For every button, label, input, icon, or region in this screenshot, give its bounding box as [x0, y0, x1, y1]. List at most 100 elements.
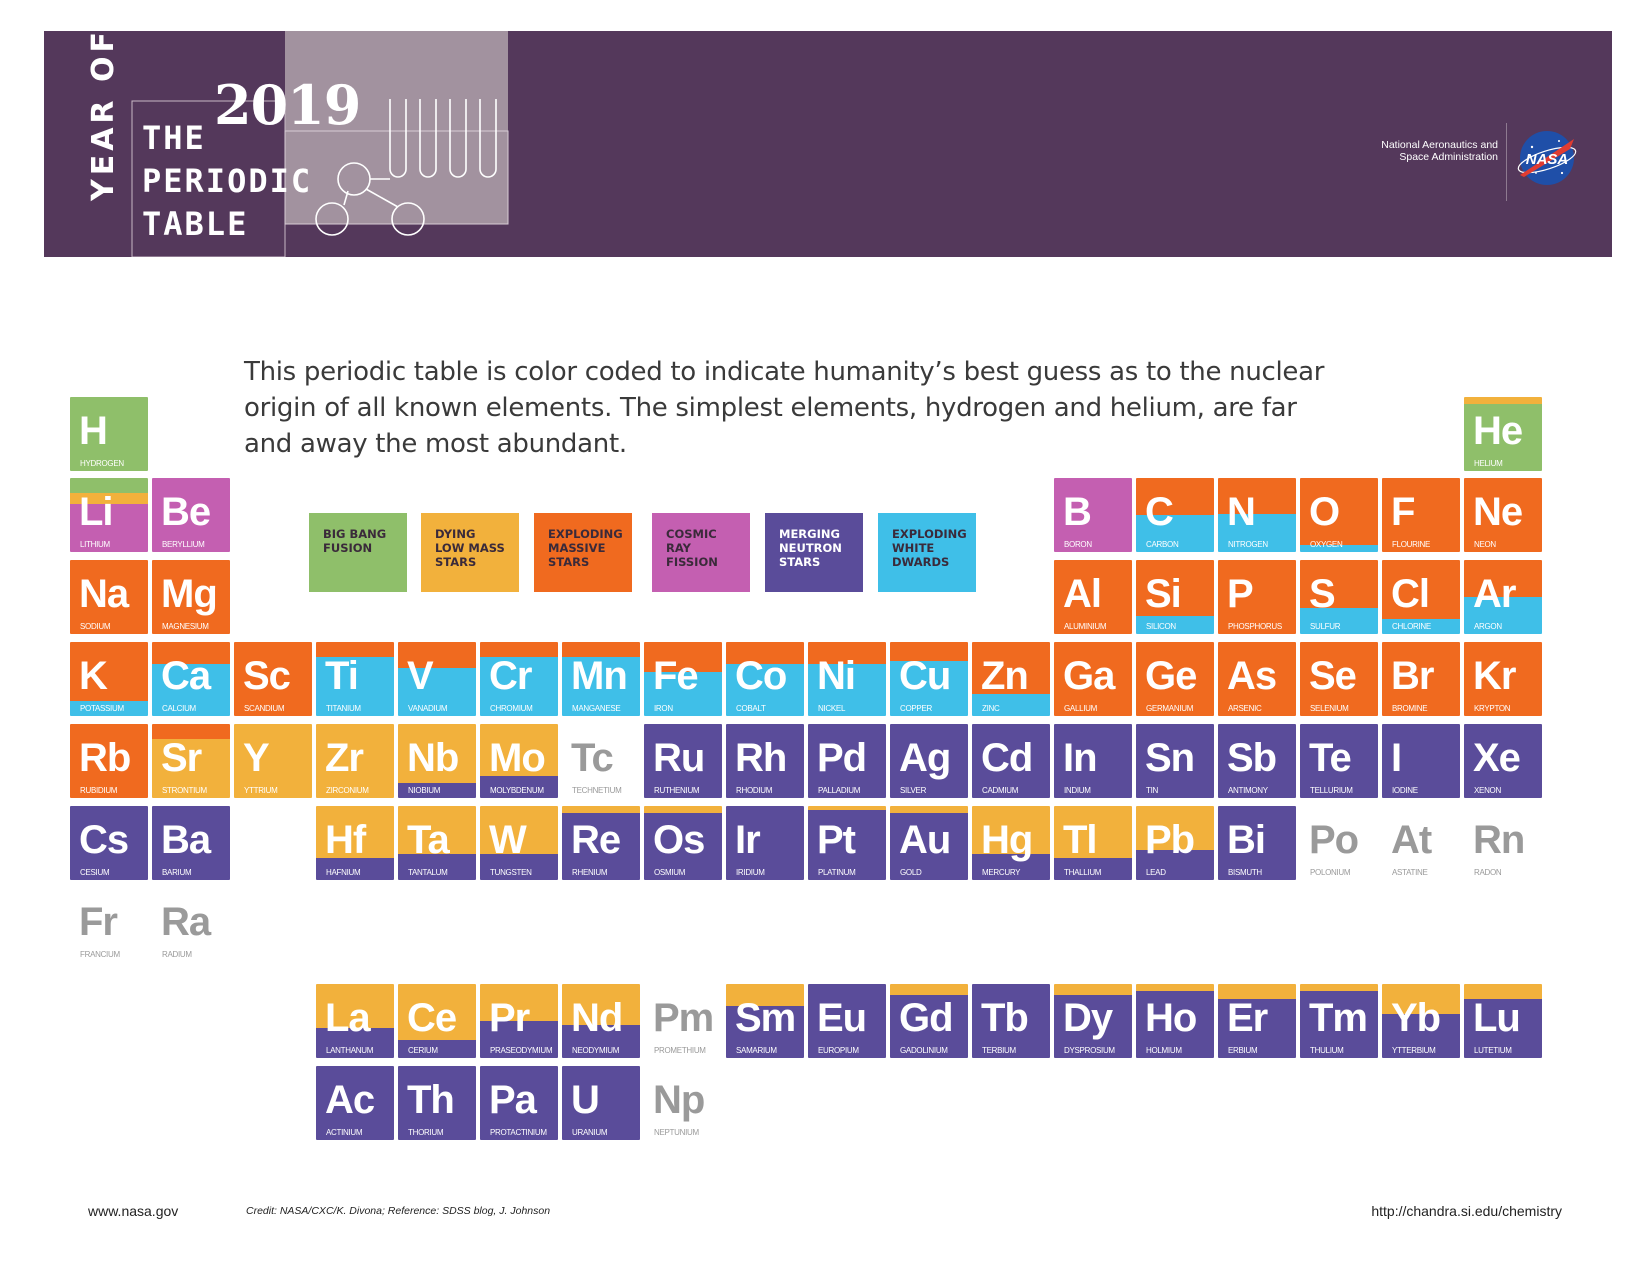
element-symbol: Nd: [571, 996, 623, 1040]
origin-band-ns: [1218, 724, 1296, 798]
element-symbol: Co: [735, 654, 787, 698]
element-ar: Ar ARGON: [1464, 560, 1542, 634]
origin-band-lm: [480, 724, 558, 777]
element-name: PALLADIUM: [818, 786, 861, 795]
element-name: SAMARIUM: [736, 1046, 777, 1055]
origin-band-ms: [152, 560, 230, 634]
origin-band-ns: [1136, 991, 1214, 1058]
element-ce: Ce CERIUM: [398, 984, 476, 1058]
element-name: ARGON: [1474, 622, 1502, 631]
element-name: THALLIUM: [1064, 868, 1102, 877]
element-rn: Rn RADON: [1464, 806, 1542, 880]
footer-credit: Credit: NASA/CXC/K. Divona; Reference: S…: [246, 1205, 551, 1217]
origin-band-ns: [808, 984, 886, 1058]
element-name: PRASEODYMIUM: [490, 1046, 553, 1055]
element-symbol: Ra: [161, 900, 211, 944]
element-w: W TUNGSTEN: [480, 806, 558, 880]
element-symbol: Rb: [79, 736, 131, 780]
element-symbol: Y: [243, 736, 270, 780]
element-name: CALCIUM: [162, 704, 196, 713]
agency-line: National Aeronautics and: [1381, 139, 1498, 151]
element-name: LUTETIUM: [1474, 1046, 1512, 1055]
element-name: GOLD: [900, 868, 922, 877]
element-symbol: Ta: [407, 818, 450, 862]
element-cl: Cl CHLORINE: [1382, 560, 1460, 634]
origin-band-ms: [1382, 478, 1460, 552]
element-name: CHROMIUM: [490, 704, 533, 713]
element-symbol: Mn: [571, 654, 628, 698]
element-gd: Gd GADOLINIUM: [890, 984, 968, 1058]
element-kr: Kr KRYPTON: [1464, 642, 1542, 716]
element-sb: Sb ANTIMONY: [1218, 724, 1296, 798]
element-ra: Ra RADIUM: [152, 888, 230, 962]
element-sn: Sn TIN: [1136, 724, 1214, 798]
title-line: TABLE: [142, 205, 249, 243]
origin-band-lm: [398, 724, 476, 784]
origin-band-ms: [1218, 478, 1296, 514]
element-name: RHENIUM: [572, 868, 608, 877]
element-cs: Cs CESIUM: [70, 806, 148, 880]
origin-band-ms: [398, 642, 476, 669]
element-u: U URANIUM: [562, 1066, 640, 1140]
legend-label: MERGING NEUTRON STARS: [779, 527, 842, 569]
origin-band-ns: [726, 1006, 804, 1058]
element-ag: Ag SILVER: [890, 724, 968, 798]
intro-line: This periodic table is color coded to in…: [244, 357, 1325, 387]
element-symbol: Ne: [1473, 490, 1523, 534]
element-name: THORIUM: [408, 1128, 444, 1137]
element-symbol: C: [1145, 490, 1174, 534]
origin-band-lm: [480, 984, 558, 1022]
element-br: Br BROMINE: [1382, 642, 1460, 716]
origin-band-lm: [1464, 397, 1542, 405]
origin-band-wd: [726, 664, 804, 716]
nasa-logo-icon: NASA: [1517, 131, 1577, 185]
origin-band-wd: [1136, 515, 1214, 552]
origin-band-ms: [70, 560, 148, 634]
element-name: SULFUR: [1310, 622, 1341, 631]
element-symbol: S: [1309, 572, 1336, 616]
element-name: NEPTUNIUM: [654, 1128, 699, 1137]
element-name: HAFNIUM: [326, 868, 361, 877]
element-symbol: Er: [1227, 996, 1268, 1040]
element-name: ACTINIUM: [326, 1128, 363, 1137]
origin-band-ns: [726, 724, 804, 798]
origin-band-lm: [1218, 984, 1296, 1000]
origin-band-ns: [1464, 724, 1542, 798]
element-symbol: Kr: [1473, 654, 1516, 698]
origin-band-wd: [1382, 619, 1460, 634]
element-bi: Bi BISMUTH: [1218, 806, 1296, 880]
element-name: COPPER: [900, 704, 932, 713]
element-name: LEAD: [1146, 868, 1166, 877]
title-line: THE: [142, 119, 206, 157]
element-symbol: Pr: [489, 996, 530, 1040]
element-sm: Sm SAMARIUM: [726, 984, 804, 1058]
year-of-label: YEAR OF: [86, 28, 121, 201]
origin-band-lm: [1136, 984, 1214, 992]
page-title: THE PERIODIC TABLE: [142, 117, 312, 246]
element-symbol: I: [1391, 736, 1402, 780]
element-li: Li LITHIUM: [70, 478, 148, 552]
element-name: FRANCIUM: [80, 950, 120, 959]
element-nd: Nd NEODYMIUM: [562, 984, 640, 1058]
origin-band-wd: [644, 671, 722, 716]
origin-band-lm: [1136, 806, 1214, 851]
legend-label: COSMIC RAY FISSION: [666, 527, 718, 569]
element-symbol: Re: [571, 818, 621, 862]
element-symbol: Pd: [817, 736, 867, 780]
element-symbol: Sc: [243, 654, 291, 698]
element-os: Os OSMIUM: [644, 806, 722, 880]
origin-band-lm: [562, 806, 640, 814]
element-ir: Ir IRIDIUM: [726, 806, 804, 880]
element-ge: Ge GERMANIUM: [1136, 642, 1214, 716]
origin-band-ms: [70, 642, 148, 702]
origin-band-ns: [398, 854, 476, 880]
element-name: FLOURINE: [1392, 540, 1431, 549]
element-er: Er ERBIUM: [1218, 984, 1296, 1058]
footer-url-left[interactable]: www.nasa.gov: [88, 1203, 179, 1219]
element-fe: Fe IRON: [644, 642, 722, 716]
element-name: PROMETHIUM: [654, 1046, 706, 1055]
legend-swatch-lm: DYING LOW MASS STARS: [421, 513, 519, 592]
element-symbol: Ni: [817, 654, 856, 698]
footer-url-right[interactable]: http://chandra.si.edu/chemistry: [1371, 1203, 1562, 1219]
element-b: B BORON: [1054, 478, 1132, 552]
